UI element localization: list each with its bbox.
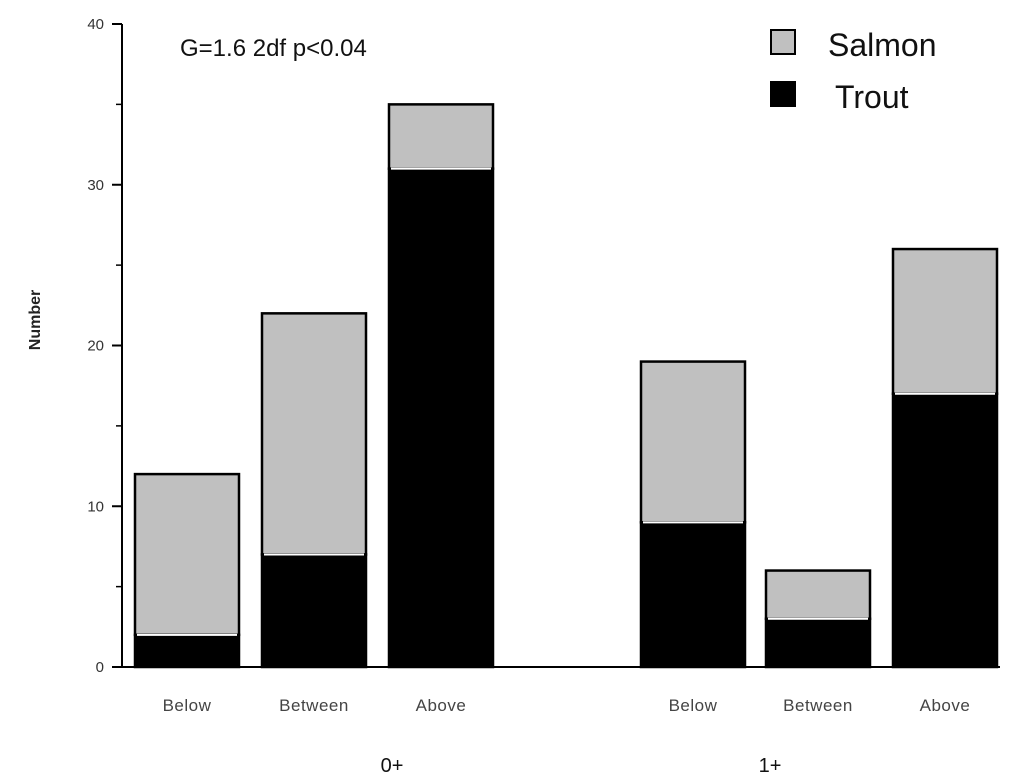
y-tick-label: 10 [87, 498, 104, 515]
bar-trout-1+-above [891, 392, 999, 669]
bar-salmon-1+-above [891, 247, 999, 395]
x-category-label: Between [279, 696, 349, 715]
legend-swatch-trout [770, 81, 796, 107]
x-category-label: Above [920, 696, 971, 715]
legend-swatch-salmon [770, 29, 796, 55]
legend-label-trout: Trout [835, 79, 909, 115]
y-tick-label: 0 [96, 659, 104, 676]
x-category-label: Above [416, 696, 467, 715]
stat-annotation: G=1.6 2df p<0.04 [180, 35, 367, 62]
bar-trout-0+-between [260, 553, 368, 669]
x-group-label: 0+ [381, 755, 404, 777]
x-category-label: Below [163, 696, 212, 715]
x-tick-labels: Below Between Above 0+ Below Between Above 1+ [163, 696, 971, 777]
y-ticks: 0 10 20 30 40 [87, 16, 122, 676]
legend-label-salmon: Salmon [828, 27, 937, 63]
bar-salmon-0+-above [387, 103, 495, 170]
bar-salmon-1+-below [639, 360, 747, 524]
bar-trout-0+-below [133, 633, 241, 669]
x-group-label: 1+ [759, 755, 782, 777]
bar-salmon-1+-between [764, 569, 872, 621]
x-category-label: Below [669, 696, 718, 715]
y-tick-label: 20 [87, 338, 104, 355]
y-axis-label: Number [27, 290, 44, 350]
y-tick-label: 30 [87, 177, 104, 194]
y-tick-label: 40 [87, 16, 104, 33]
bar-trout-1+-below [639, 521, 747, 669]
bar-salmon-0+-below [133, 472, 241, 637]
bar-salmon-0+-between [260, 312, 368, 556]
x-category-label: Between [783, 696, 853, 715]
bar-trout-1+-between [764, 617, 872, 669]
bar-trout-0+-above [387, 167, 495, 669]
legend: Salmon Trout [770, 27, 937, 115]
bars [133, 103, 999, 669]
